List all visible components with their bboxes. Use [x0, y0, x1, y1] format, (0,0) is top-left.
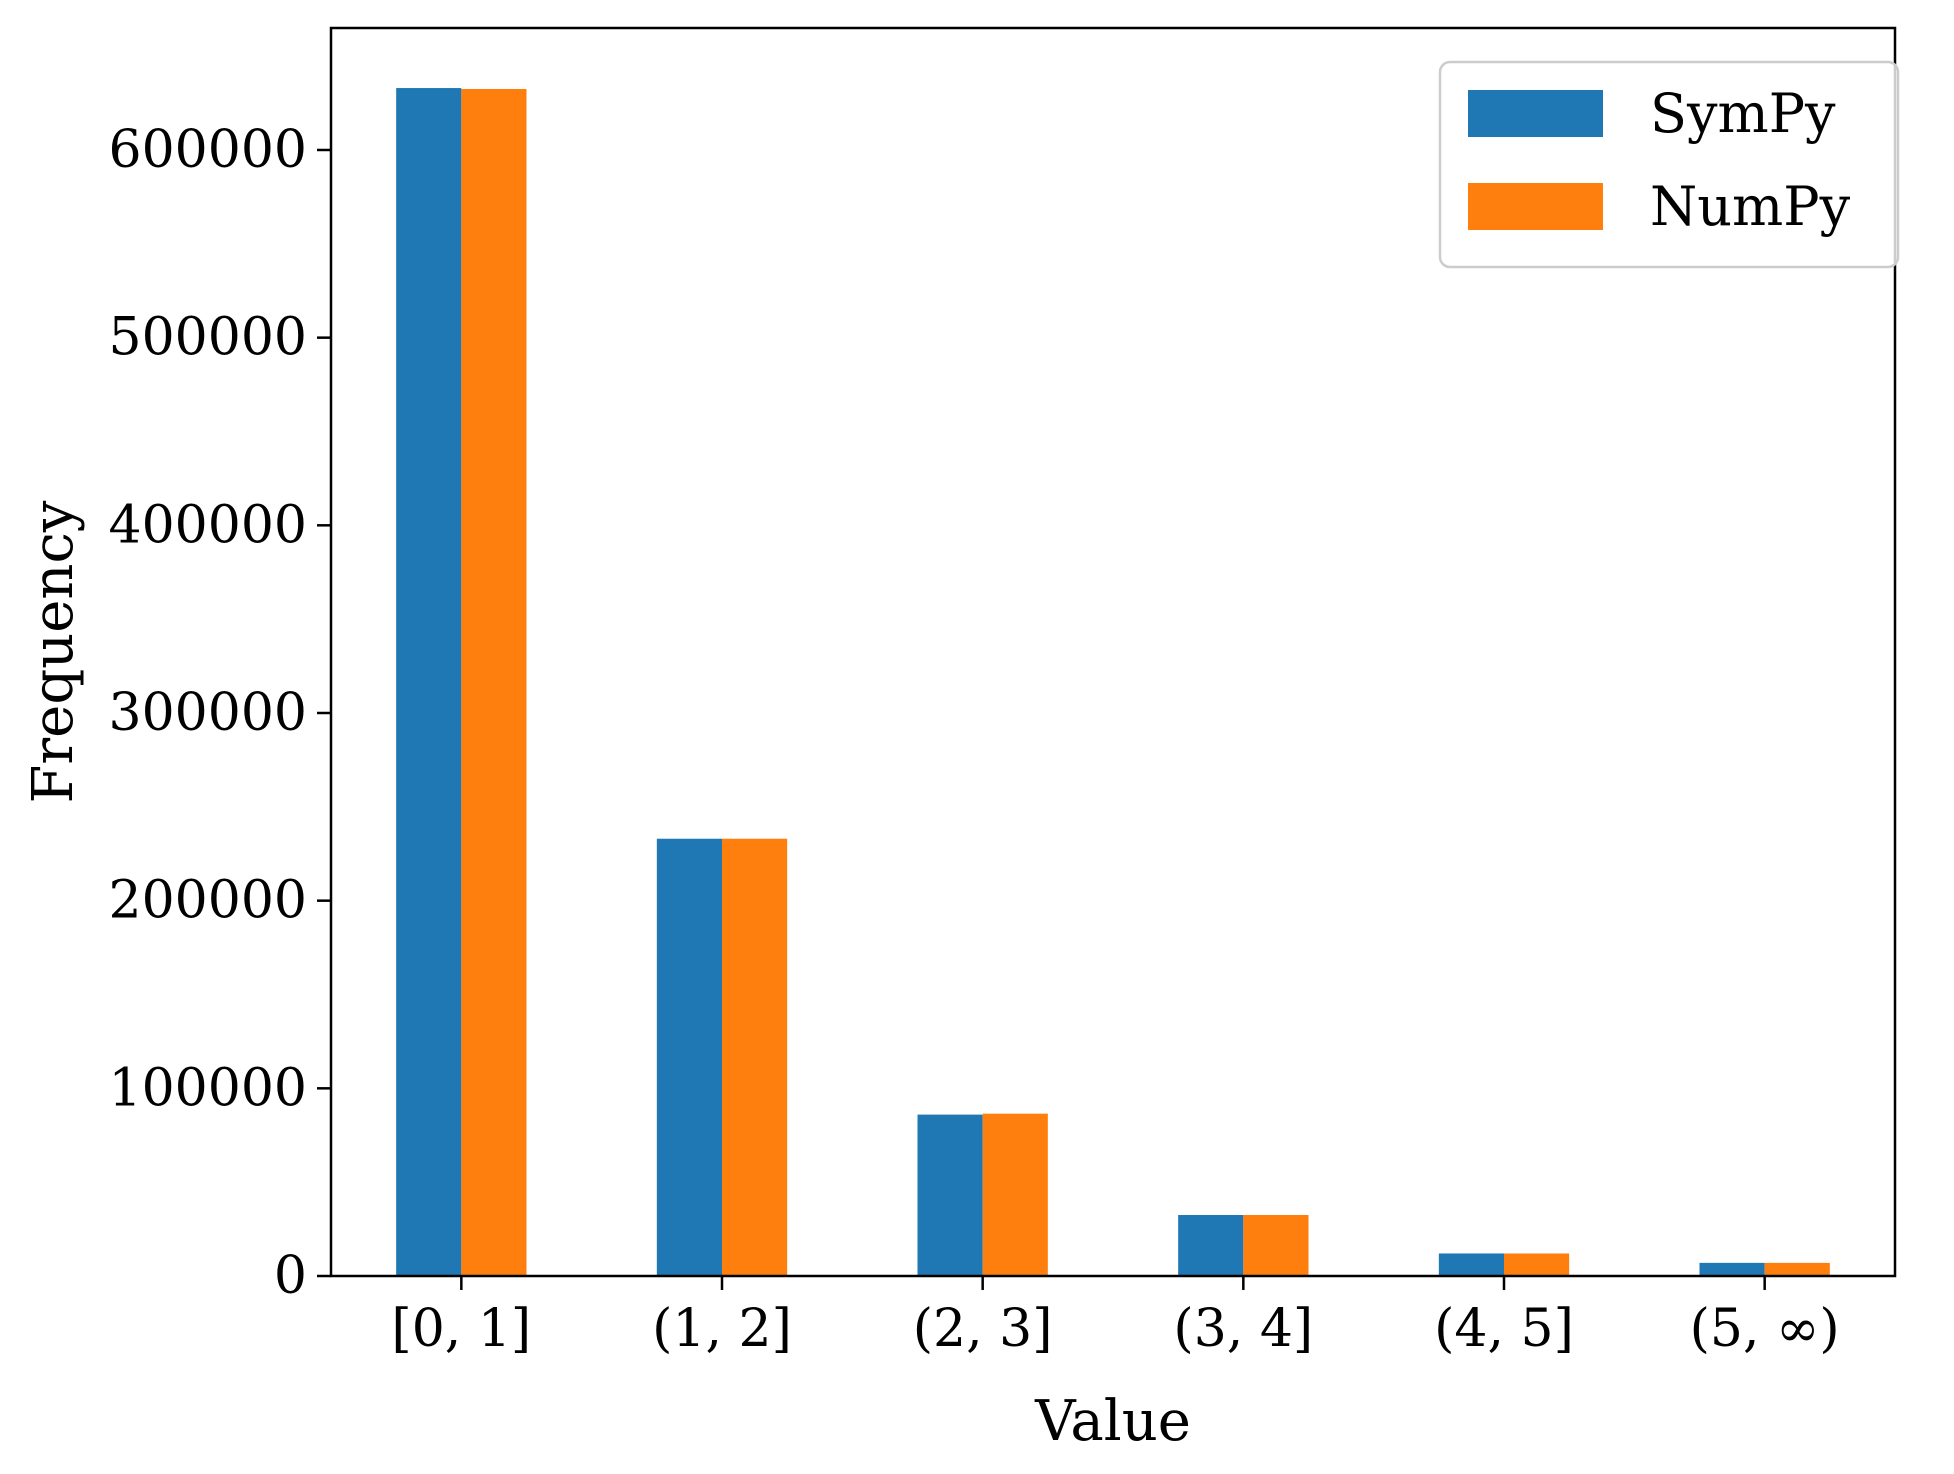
- legend-swatch-numpy: [1468, 183, 1603, 230]
- bar-numpy-5: [1764, 1262, 1830, 1276]
- bar-sympy-0: [396, 88, 462, 1276]
- x-axis: [0, 1] (1, 2] (2, 3] (3, 4] (4, 5] (5, ∞): [391, 1276, 1840, 1359]
- bar-sympy-5: [1699, 1262, 1765, 1276]
- y-tick-label: 600000: [108, 120, 307, 180]
- y-tick-label: 100000: [108, 1058, 307, 1118]
- legend-label-sympy: SymPy: [1650, 82, 1836, 145]
- legend-label-numpy: NumPy: [1650, 175, 1851, 238]
- x-tick-label: [0, 1]: [391, 1299, 531, 1359]
- y-axis-label: Frequency: [21, 500, 86, 803]
- y-tick-label: 400000: [108, 495, 307, 555]
- y-axis: 0 100000 200000 300000 400000 500000 600000: [108, 120, 331, 1306]
- x-tick-label: (4, 5]: [1434, 1299, 1574, 1359]
- bar-numpy-4: [1504, 1253, 1570, 1276]
- bar-numpy-2: [982, 1113, 1048, 1276]
- plot-frame: [329, 26, 1897, 1278]
- bar-sympy-1: [656, 838, 722, 1276]
- x-tick-label: (2, 3]: [913, 1299, 1053, 1359]
- bar-sympy-2: [917, 1114, 983, 1276]
- legend-swatch-sympy: [1468, 90, 1603, 137]
- y-tick-label: 0: [274, 1246, 307, 1306]
- y-tick-label: 500000: [108, 308, 307, 368]
- x-tick-label: (1, 2]: [652, 1299, 792, 1359]
- x-axis-label: Value: [1034, 1389, 1191, 1454]
- bar-sympy-3: [1178, 1215, 1244, 1276]
- y-tick-label: 200000: [108, 871, 307, 931]
- x-tick-label: (5, ∞): [1690, 1299, 1840, 1359]
- bar-numpy-0: [461, 88, 527, 1277]
- x-tick-label: (3, 4]: [1173, 1299, 1313, 1359]
- legend: SymPy NumPy: [1438, 60, 1900, 269]
- bars-layer: [396, 88, 1830, 1277]
- bar-numpy-3: [1243, 1215, 1309, 1276]
- bar-sympy-4: [1438, 1253, 1504, 1276]
- bar-numpy-1: [722, 838, 788, 1276]
- y-tick-label: 300000: [108, 683, 307, 743]
